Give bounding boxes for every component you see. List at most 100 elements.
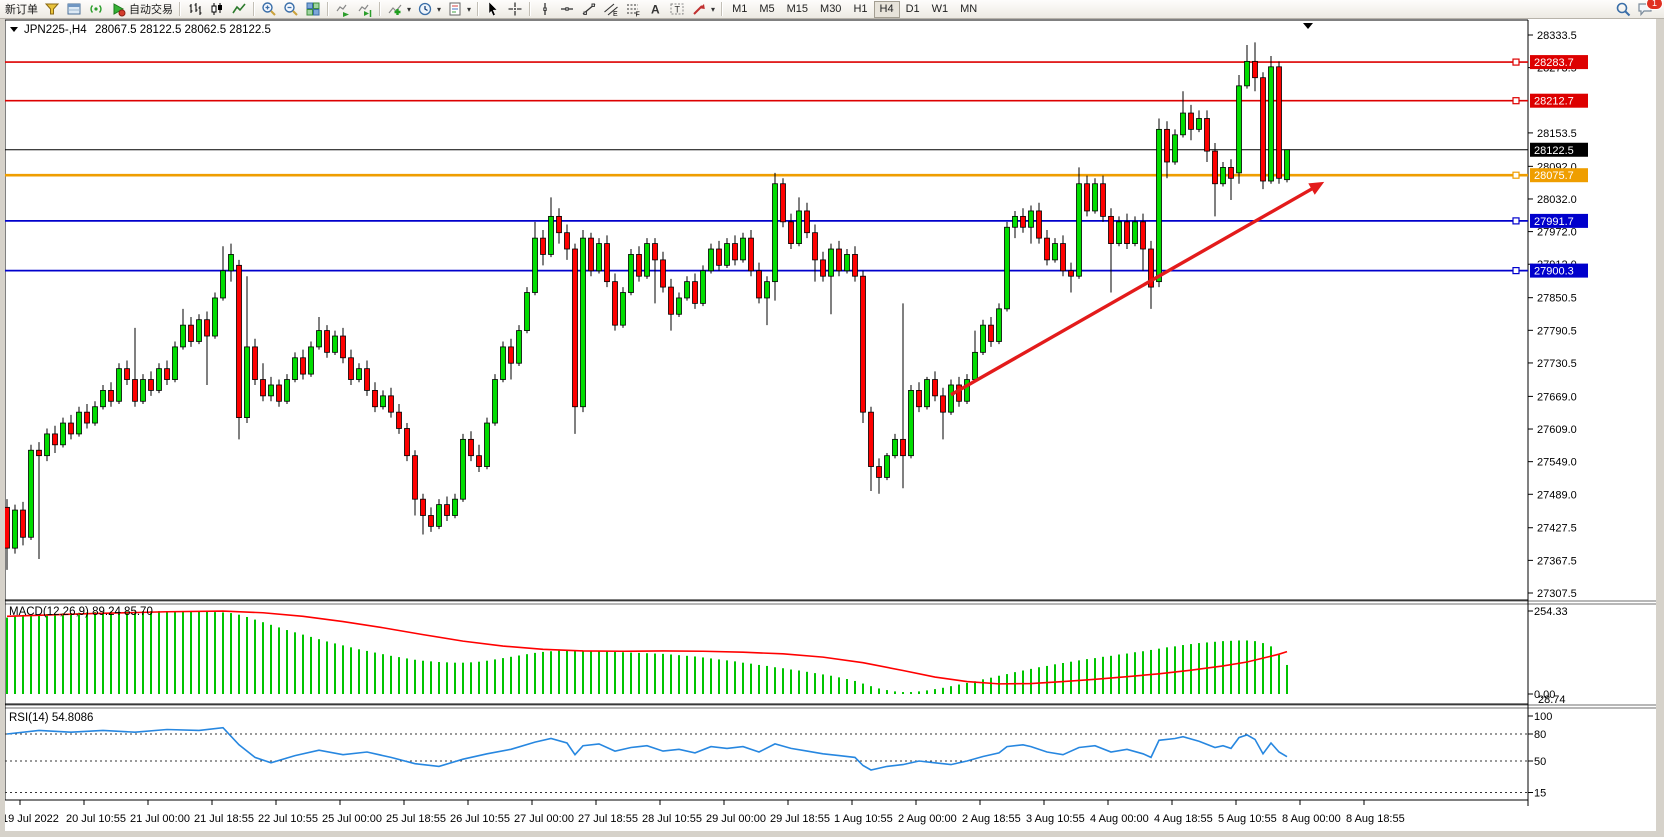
indicators-icon[interactable]: ▾ bbox=[384, 1, 414, 18]
time-label: 26 Jul 10:55 bbox=[450, 813, 510, 825]
horizontal-line-icon[interactable] bbox=[556, 1, 578, 18]
timeframe-button-m1[interactable]: M1 bbox=[732, 3, 748, 15]
line-chart-icon[interactable] bbox=[228, 1, 250, 18]
price-line-label: 28122.5 bbox=[1534, 145, 1574, 157]
bear-candle bbox=[588, 237, 594, 272]
dropdown-caret-icon[interactable]: ▾ bbox=[437, 4, 442, 14]
bull-candle bbox=[460, 438, 466, 500]
text-label-icon[interactable]: T bbox=[666, 1, 688, 18]
chart-shift-icon[interactable] bbox=[354, 1, 376, 18]
bear-candle bbox=[868, 411, 874, 467]
new-order-button[interactable]: 新订单 bbox=[2, 1, 41, 18]
zoom-out-icon[interactable] bbox=[280, 1, 302, 18]
zoom-in-icon[interactable] bbox=[258, 1, 280, 18]
time-label: 19 Jul 2022 bbox=[2, 813, 59, 825]
fibonacci-icon[interactable]: F bbox=[622, 1, 644, 18]
symbol-dropdown-icon[interactable] bbox=[10, 27, 18, 32]
timeframe-button-m15[interactable]: M15 bbox=[786, 3, 809, 15]
trend-arrow-line[interactable] bbox=[950, 183, 1320, 397]
bear-candle bbox=[1020, 215, 1026, 228]
bear-candle bbox=[1060, 243, 1066, 272]
auto-scroll-icon[interactable] bbox=[332, 1, 354, 18]
search-icon[interactable] bbox=[1612, 1, 1634, 18]
bull-candle bbox=[500, 346, 506, 380]
timeframe-button-w1[interactable]: W1 bbox=[931, 3, 949, 15]
time-label: 22 Jul 10:55 bbox=[258, 813, 318, 825]
vertical-line-icon[interactable] bbox=[534, 1, 556, 18]
time-label: 20 Jul 10:55 bbox=[66, 813, 126, 825]
templates-icon[interactable]: ▾ bbox=[444, 1, 474, 18]
main-toolbar: 新订单 自动交易 ▾ ▾ ▾ E F A T ▾ M1 M5 M15 M30 H1 H4 D1 W1 MN 1 bbox=[0, 0, 1664, 19]
bull-candle bbox=[980, 324, 986, 353]
timeframe-button-d1[interactable]: D1 bbox=[905, 3, 920, 15]
timeframe-button-m5[interactable]: M5 bbox=[759, 3, 775, 15]
time-axis[interactable]: 19 Jul 2022 20 Jul 10:55 21 Jul 00:00 21 Ju… bbox=[2, 800, 1405, 825]
zoomout-glyph bbox=[284, 2, 298, 16]
timeframe-button-h1[interactable]: H1 bbox=[853, 3, 868, 15]
window-left-edge bbox=[0, 19, 5, 837]
bull-candle bbox=[828, 248, 834, 277]
bar-chart-icon[interactable] bbox=[184, 1, 206, 18]
periods-icon[interactable]: ▾ bbox=[414, 1, 444, 18]
candlestick-chart-icon[interactable] bbox=[206, 1, 228, 18]
price-line-handle[interactable] bbox=[1512, 58, 1520, 66]
price-line-handle[interactable] bbox=[1512, 97, 1520, 105]
bear-candle bbox=[428, 515, 434, 527]
bull-candle bbox=[772, 183, 778, 283]
price-tick-label: 27549.0 bbox=[1537, 457, 1577, 469]
bear-candle bbox=[204, 319, 210, 337]
bear-candle bbox=[572, 248, 578, 408]
trendline-icon[interactable] bbox=[578, 1, 600, 18]
bull-candle bbox=[356, 368, 362, 380]
dropdown-caret-icon[interactable]: ▾ bbox=[407, 4, 412, 14]
trend-arrow[interactable] bbox=[950, 181, 1325, 397]
window-right-edge bbox=[1656, 19, 1664, 837]
chart-context-arrow-icon[interactable] bbox=[1303, 23, 1313, 29]
bear-candle bbox=[348, 357, 354, 380]
price-axis[interactable]: 28333.528273.528153.528092.028032.027972… bbox=[1528, 30, 1588, 600]
marketwatch-funnel-icon[interactable] bbox=[41, 1, 63, 18]
timeframe-button-m30[interactable]: M30 bbox=[820, 3, 842, 15]
cursor-icon[interactable] bbox=[482, 1, 504, 18]
signal-icon[interactable] bbox=[85, 1, 107, 18]
price-line-label: 28212.7 bbox=[1534, 96, 1574, 108]
dropdown-caret-icon[interactable]: ▾ bbox=[467, 4, 472, 14]
toolbar-separator bbox=[721, 2, 724, 16]
dropdown-caret-icon[interactable]: ▾ bbox=[711, 4, 716, 14]
bear-candle bbox=[1164, 128, 1170, 163]
text-icon[interactable]: A bbox=[644, 1, 666, 18]
equidistant-channel-icon[interactable]: E bbox=[600, 1, 622, 18]
bull-candle bbox=[180, 324, 186, 348]
candles-glyph bbox=[211, 3, 222, 15]
trend-glyph bbox=[582, 3, 596, 15]
tiles-glyph bbox=[306, 2, 320, 16]
data-window-icon[interactable] bbox=[63, 1, 85, 18]
price-line-handle[interactable] bbox=[1512, 267, 1520, 275]
timeframe-button-h4[interactable]: H4 bbox=[873, 0, 900, 18]
price-line-handle[interactable] bbox=[1512, 217, 1520, 225]
window-bottom-edge bbox=[0, 831, 1664, 837]
chat-icon[interactable]: 1 bbox=[1634, 0, 1663, 18]
trend-arrow-head[interactable] bbox=[1308, 181, 1325, 195]
price-line-label: 27900.3 bbox=[1534, 266, 1574, 278]
svg-text:F: F bbox=[636, 12, 640, 18]
search-glyph bbox=[1616, 2, 1631, 17]
tile-windows-icon[interactable] bbox=[302, 1, 324, 18]
autotrading-button[interactable]: 自动交易 bbox=[107, 1, 176, 18]
autoscroll-glyph bbox=[336, 4, 349, 17]
bull-candle bbox=[1052, 243, 1058, 261]
bear-candle bbox=[916, 390, 922, 408]
arrows-icon[interactable]: ▾ bbox=[688, 1, 718, 18]
crosshair-icon[interactable] bbox=[504, 1, 526, 18]
textA-glyph: A bbox=[651, 3, 660, 17]
bear-candle bbox=[1036, 210, 1042, 239]
timeframe-button-mn[interactable]: MN bbox=[960, 3, 978, 15]
bull-candle bbox=[156, 368, 162, 391]
bear-candle bbox=[20, 509, 26, 538]
rsi-scale-label: 15 bbox=[1534, 788, 1546, 800]
price-line-handle[interactable] bbox=[1512, 171, 1520, 179]
bear-candle bbox=[540, 237, 546, 255]
bull-candle bbox=[708, 248, 714, 272]
